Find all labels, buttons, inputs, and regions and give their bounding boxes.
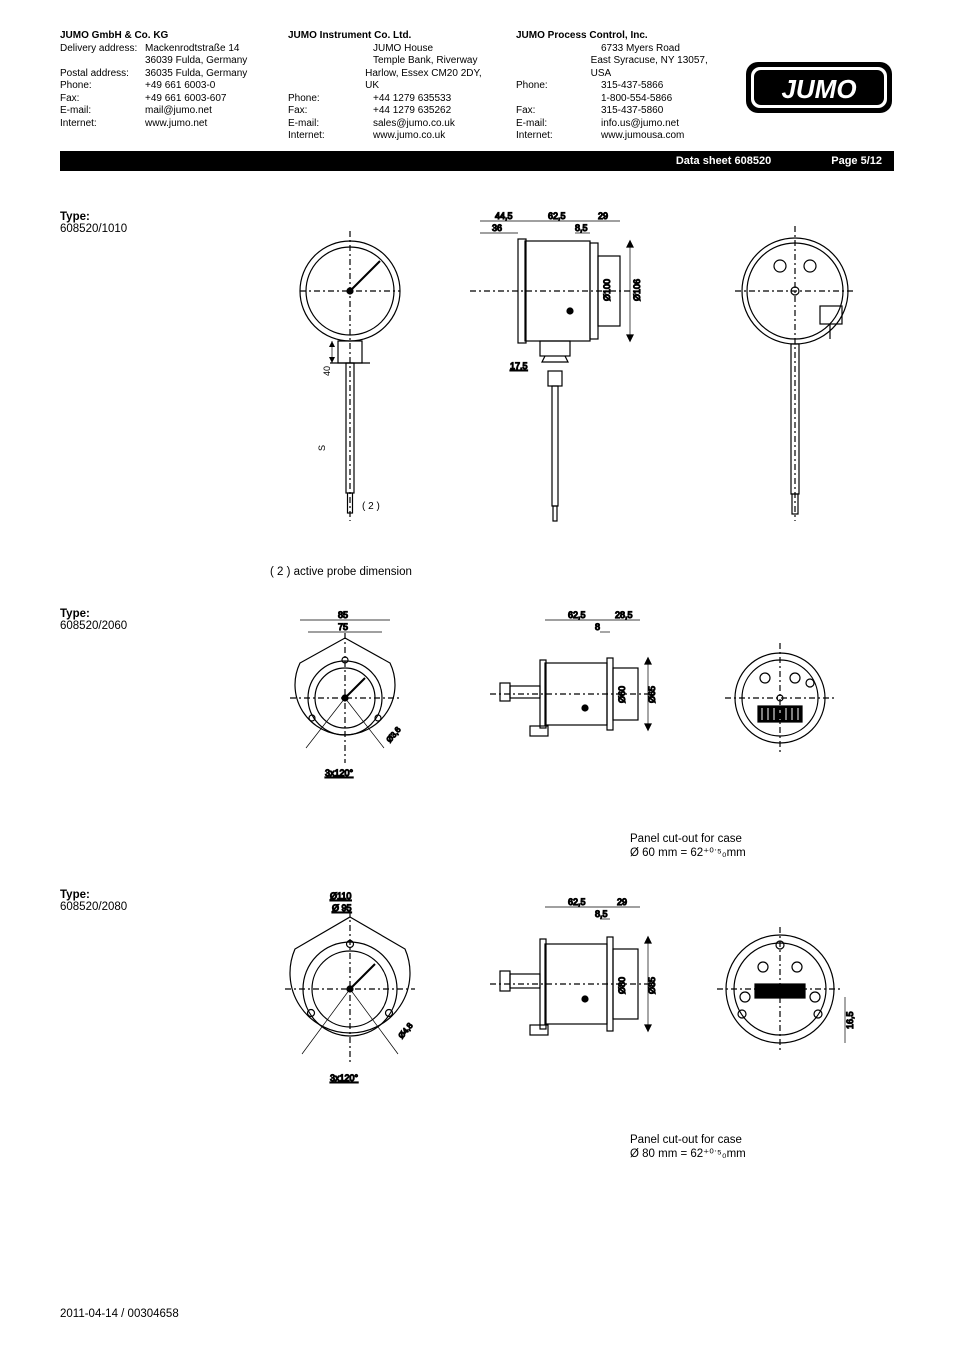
svg-text:Ø100: Ø100 (602, 278, 612, 300)
jumo-logo-icon: JUMO (744, 60, 894, 115)
svg-text:85: 85 (338, 610, 348, 620)
page-number: Page 5/12 (831, 155, 894, 167)
panel-note-2060: Panel cut-out for case Ø 60 mm = 62⁺⁰ˑ⁵₀… (630, 833, 894, 859)
type-label: Type: (60, 211, 270, 223)
drawing-2060: 85 75 3x120° Ø3,6 (270, 608, 890, 798)
company-name: JUMO GmbH & Co. KG (60, 30, 258, 43)
company-name: JUMO Instrument Co. Ltd. (288, 30, 486, 43)
type-value: 608520/2060 (60, 620, 270, 632)
type-value: 608520/2080 (60, 901, 270, 913)
svg-text:28,5: 28,5 (615, 610, 633, 620)
svg-text:S: S (317, 444, 327, 450)
svg-text:16,5: 16,5 (845, 1011, 855, 1029)
svg-text:62,5: 62,5 (548, 211, 566, 221)
section-1010: Type: 608520/1010 (60, 211, 894, 536)
svg-text:Ø4,8: Ø4,8 (397, 1020, 415, 1039)
probe-note: ( 2 ) active probe dimension (270, 566, 894, 578)
svg-text:JUMO: JUMO (781, 74, 856, 104)
section-2080: Type: 608520/2080 Ø110 Ø 95 (60, 889, 894, 1104)
svg-text:62,5: 62,5 (568, 610, 586, 620)
footer: 2011-04-14 / 00304658 (60, 1308, 179, 1320)
datasheet-number: Data sheet 608520 (676, 155, 831, 167)
svg-text:75: 75 (338, 622, 348, 632)
type-label: Type: (60, 608, 270, 620)
svg-text:Ø3,6: Ø3,6 (385, 724, 403, 743)
header: JUMO GmbH & Co. KG Delivery address:Mack… (60, 30, 894, 143)
type-value: 608520/1010 (60, 223, 270, 235)
banner: Data sheet 608520 Page 5/12 (60, 151, 894, 171)
drawing-1010: 40 S ( 2 ) 44,5 36 62,5 8,5 29 (270, 211, 890, 531)
svg-text:8: 8 (595, 622, 600, 632)
company-name: JUMO Process Control, Inc. (516, 30, 714, 43)
svg-text:3x120°: 3x120° (330, 1073, 359, 1083)
svg-text:62,5: 62,5 (568, 897, 586, 907)
svg-text:Ø85: Ø85 (647, 976, 657, 993)
company-block-2: JUMO Instrument Co. Ltd. JUMO House Temp… (288, 30, 486, 143)
page: JUMO GmbH & Co. KG Delivery address:Mack… (0, 0, 954, 1350)
type-label: Type: (60, 889, 270, 901)
drawing-2080: Ø110 Ø 95 3x120° Ø4,8 (270, 889, 890, 1099)
company-block-1: JUMO GmbH & Co. KG Delivery address:Mack… (60, 30, 258, 130)
svg-text:Ø106: Ø106 (632, 278, 642, 300)
svg-text:36: 36 (492, 223, 502, 233)
svg-text:Ø 95: Ø 95 (332, 903, 352, 913)
svg-text:3x120°: 3x120° (325, 768, 354, 778)
svg-text:8,5: 8,5 (595, 909, 608, 919)
company-block-3: JUMO Process Control, Inc. 6733 Myers Ro… (516, 30, 714, 143)
section-2060: Type: 608520/2060 85 75 (60, 608, 894, 803)
content: Type: 608520/1010 (60, 211, 894, 1160)
svg-text:40: 40 (322, 365, 332, 375)
svg-text:Ø110: Ø110 (330, 891, 351, 901)
svg-text:29: 29 (617, 897, 627, 907)
svg-text:8,5: 8,5 (575, 223, 588, 233)
logo: JUMO (744, 30, 894, 115)
svg-text:17,5: 17,5 (510, 361, 528, 371)
svg-text:44,5: 44,5 (495, 211, 513, 221)
svg-text:Ø80: Ø80 (617, 976, 627, 993)
svg-text:( 2 ): ( 2 ) (362, 501, 380, 512)
panel-note-2080: Panel cut-out for case Ø 80 mm = 62⁺⁰ˑ⁵₀… (630, 1134, 894, 1160)
svg-text:29: 29 (598, 211, 608, 221)
